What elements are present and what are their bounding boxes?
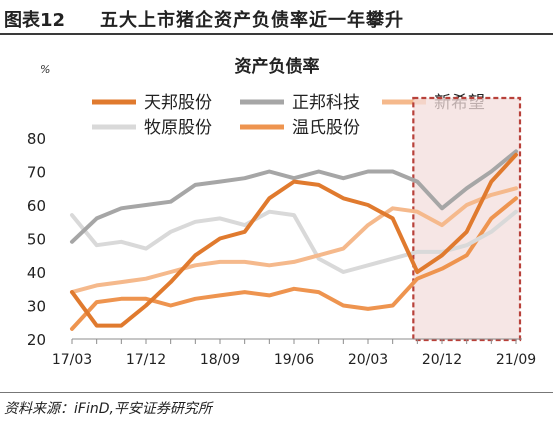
corner-mark: % [40,63,50,76]
y-tick-label: 20 [27,331,46,349]
y-tick-label: 40 [27,264,46,282]
legend-label: 天邦股份 [144,93,212,113]
chart: % 资产负债率 天邦股份正邦科技新希望牧原股份温氏股份 203040506070… [27,56,536,368]
series-line-2 [70,149,518,244]
x-axis: 17/03 17/12 18/09 19/06 20/03 20/12 21/09 [52,338,536,368]
x-tick-label: 20/03 [348,352,388,368]
y-axis: 20 30 40 50 60 70 80 [27,130,46,349]
series-line-3 [70,186,518,295]
y-tick-label: 70 [27,164,46,182]
series-line-1 [70,152,518,328]
x-tick-label: 21/09 [496,352,536,368]
source-rule [0,392,553,393]
series-line-5 [70,196,518,331]
y-tick-label: 50 [27,231,46,249]
chart-title: 资产负债率 [235,56,320,77]
figure-header: 图表12 五大上市猪企资产负债率近一年攀升 [0,0,553,36]
x-tick-label: 18/09 [200,352,240,368]
series-line-4 [70,209,518,274]
legend-label: 牧原股份 [144,118,212,138]
legend-label: 温氏股份 [292,118,360,138]
y-tick-label: 30 [27,298,46,316]
y-tick-label: 80 [27,130,46,148]
figure-title: 五大上市猪企资产负债率近一年攀升 [100,10,404,31]
series-layer [70,149,518,331]
figure-label: 图表12 [4,10,66,31]
legend: 天邦股份正邦科技新希望牧原股份温氏股份 [92,93,485,138]
header-rule [0,33,553,35]
x-tick-label: 17/12 [126,352,166,368]
legend-label: 正邦科技 [292,93,360,113]
y-tick-label: 60 [27,197,46,215]
source-note: 资料来源：iFinD,平安证券研究所 [4,401,212,417]
x-tick-label: 19/06 [274,352,314,368]
x-tick-label: 17/03 [52,352,92,368]
x-tick-label: 20/12 [422,352,462,368]
